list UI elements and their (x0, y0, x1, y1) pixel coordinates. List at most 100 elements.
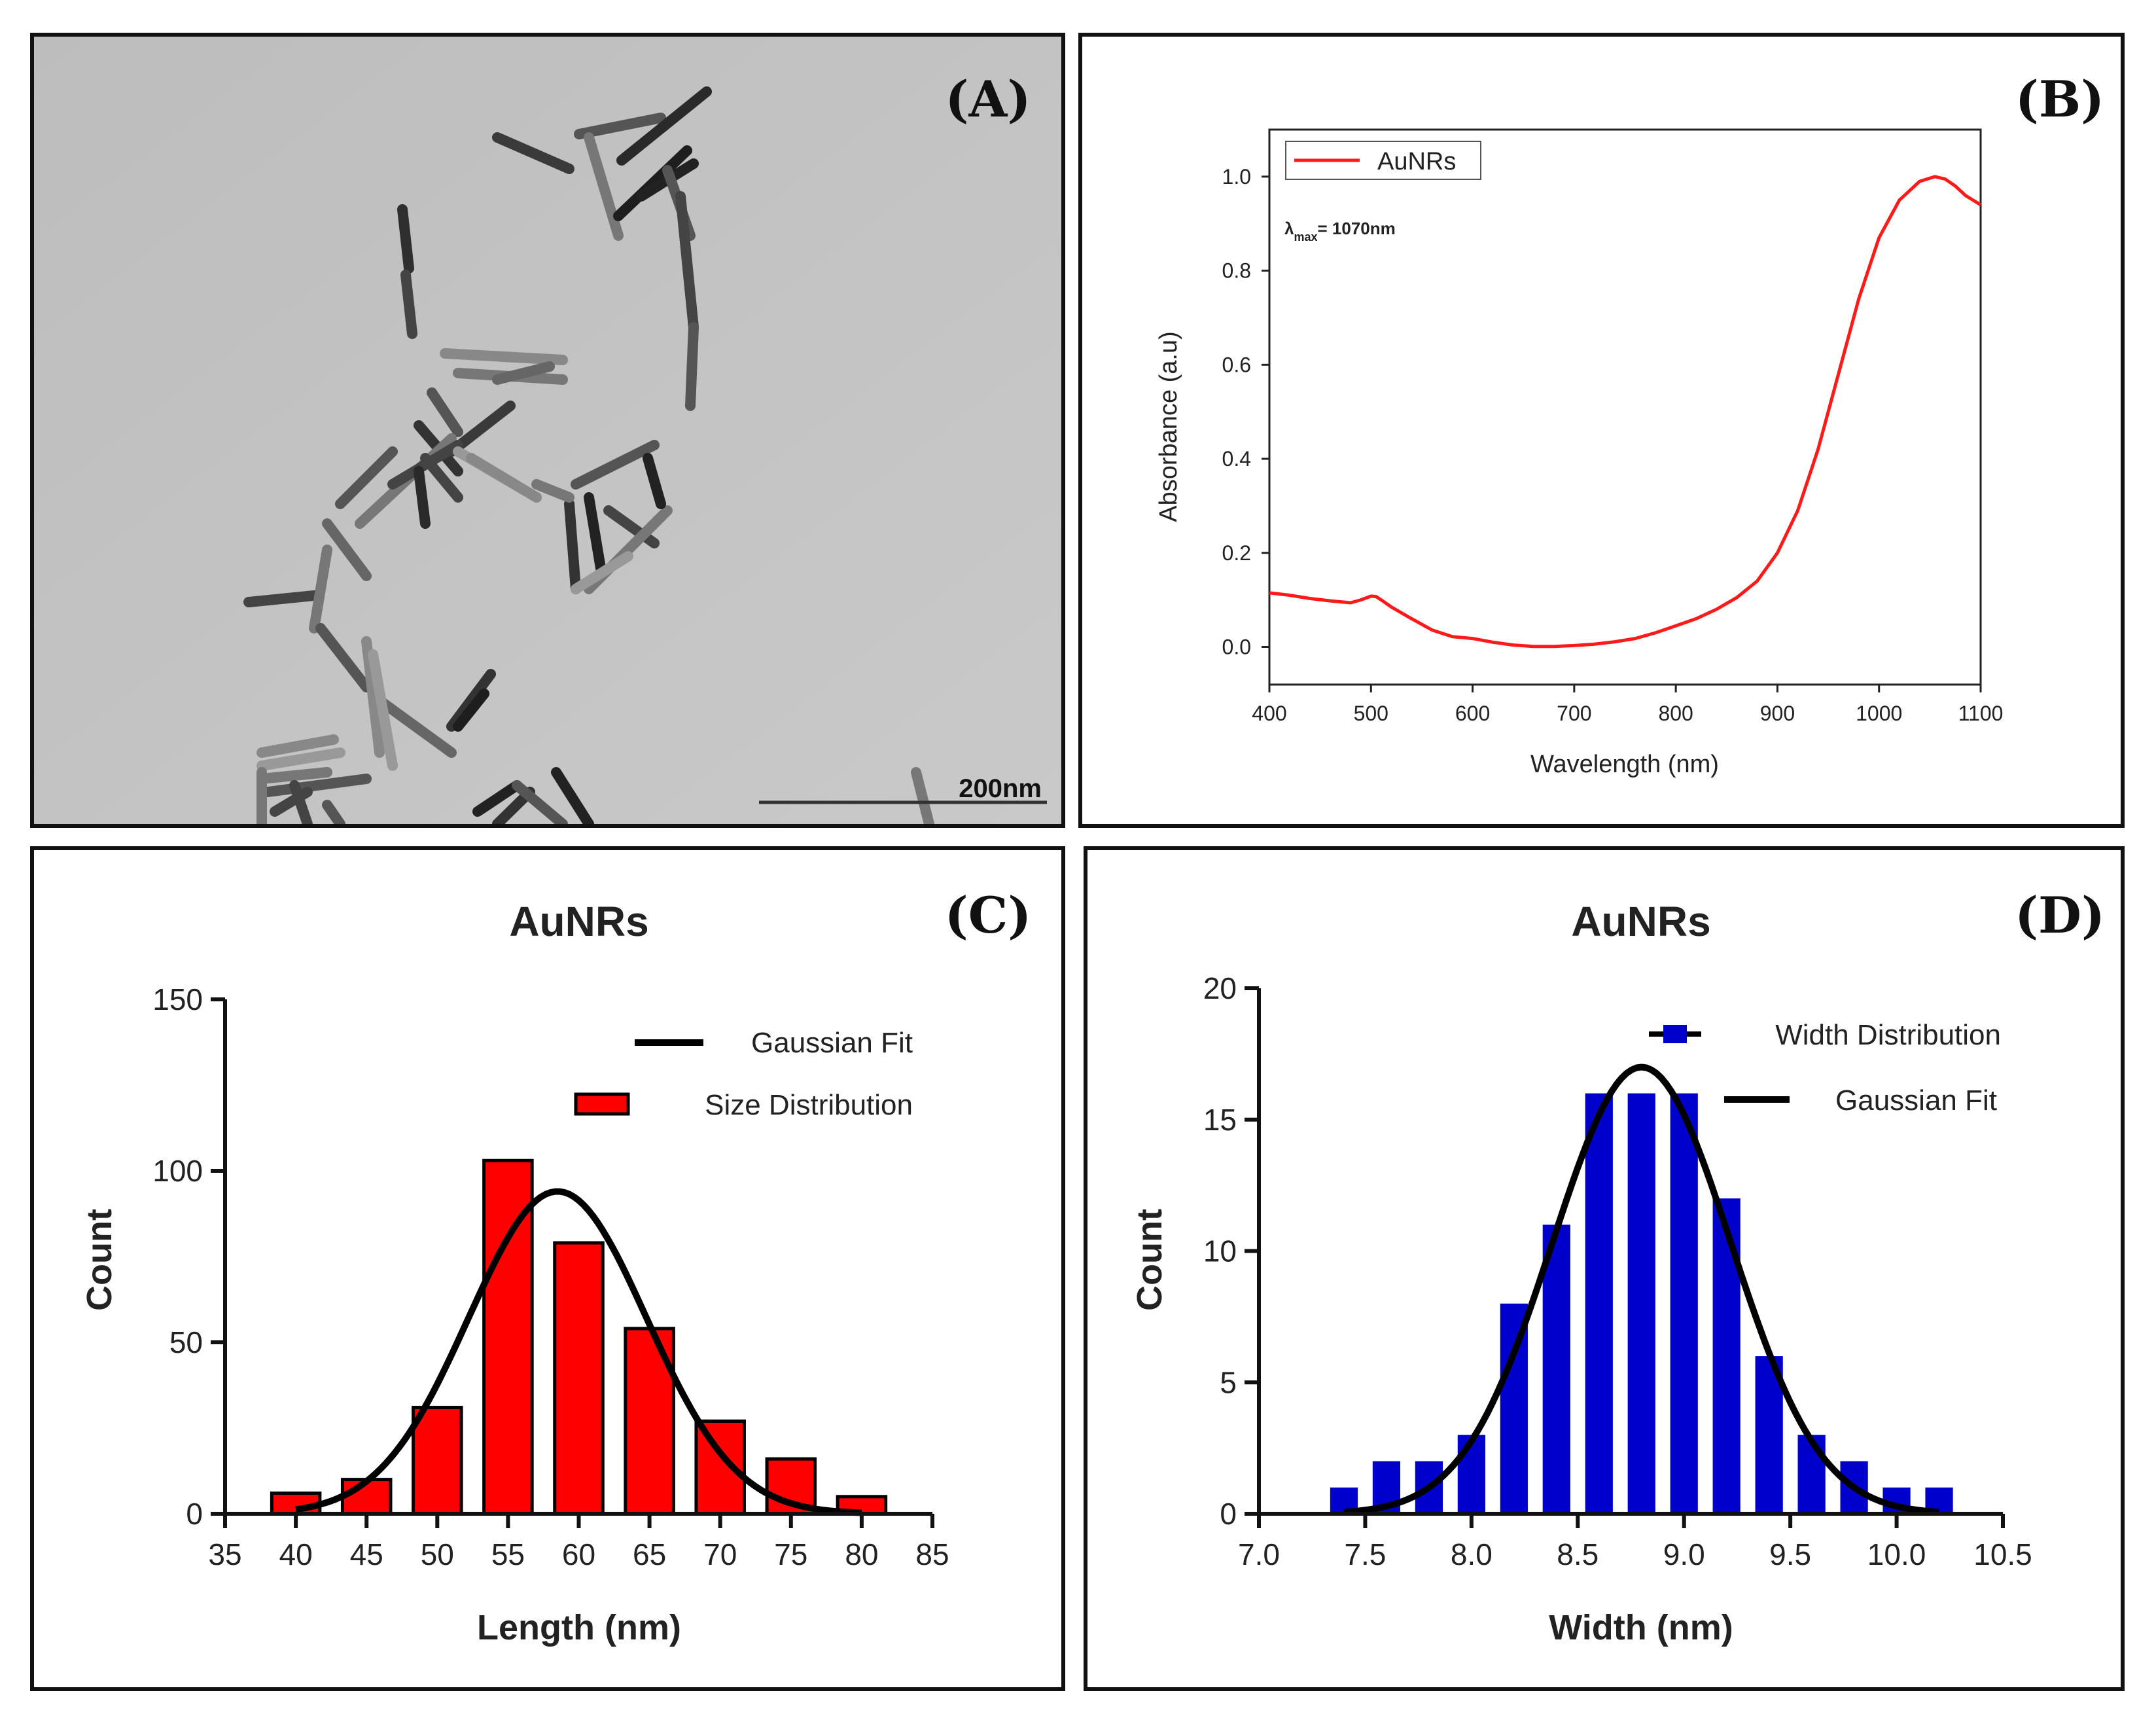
absorbance-curve (1269, 175, 1982, 649)
d-x-tick-label: 7.5 (1344, 1537, 1386, 1571)
c-y-tick-label: 100 (152, 1154, 203, 1188)
nanorod (315, 623, 372, 692)
c-y-axis-label: Count (80, 1209, 119, 1311)
nanorod (256, 747, 345, 771)
d-bar (1670, 1093, 1698, 1514)
b-y-tick-label: 0.8 (1222, 259, 1251, 283)
nanorod (322, 800, 345, 824)
c-legend-bar-label: Size Distribution (705, 1089, 913, 1121)
b-x-tick-label: 900 (1760, 702, 1795, 725)
c-gaussian-fit-curve (295, 1188, 862, 1516)
nanorod (400, 270, 417, 339)
nanorod (472, 780, 522, 817)
d-x-tick-label: 8.5 (1557, 1537, 1599, 1571)
nanorod (643, 453, 666, 509)
d-y-tick-label: 0 (1220, 1497, 1237, 1531)
panel-a-tem-image: 200nm (A) (34, 37, 1061, 824)
c-x-tick-label: 60 (562, 1537, 595, 1571)
nanorod (420, 453, 463, 503)
c-x-tick-label: 35 (208, 1537, 241, 1571)
nanorod (256, 734, 339, 758)
b-x-tick-label: 400 (1252, 702, 1286, 725)
d-y-tick-label: 15 (1203, 1103, 1237, 1137)
d-bar (1500, 1303, 1528, 1514)
nanorod (911, 767, 934, 824)
nanorod (309, 545, 332, 634)
d-legend-bar-swatch (1663, 1025, 1687, 1043)
nanorod (335, 446, 398, 509)
c-bar (482, 1158, 534, 1516)
nanorod (263, 774, 372, 797)
c-x-tick-label: 75 (774, 1537, 807, 1571)
c-x-tick-label: 70 (703, 1537, 737, 1571)
c-y-tick-label: 50 (169, 1325, 203, 1359)
nanorod (427, 387, 463, 437)
b-y-tick-label: 0.6 (1222, 353, 1251, 376)
c-x-tick-label: 85 (915, 1537, 949, 1571)
d-y-tick-label: 10 (1203, 1234, 1237, 1268)
c-x-tick-label: 65 (633, 1537, 666, 1571)
b-y-tick-label: 0.4 (1222, 447, 1251, 471)
c-bar (553, 1241, 605, 1516)
c-x-tick-label: 45 (350, 1537, 383, 1571)
d-gaussian-fit-curve (1343, 1064, 1939, 1516)
panel-letter-c: (C) (945, 886, 1031, 944)
b-x-axis-label: Wavelength (nm) (1530, 751, 1719, 778)
nanorods (243, 86, 934, 824)
nanorod (675, 191, 699, 332)
nanorod (374, 695, 457, 758)
d-y-tick-label: 5 (1220, 1365, 1237, 1399)
d-bar (1457, 1435, 1485, 1514)
b-x-tick-label: 1000 (1856, 702, 1902, 725)
d-bars (1330, 1093, 1953, 1514)
nanorod (571, 440, 660, 490)
c-x-tick-label: 40 (279, 1537, 313, 1571)
c-x-axis-label: Length (nm) (477, 1608, 681, 1647)
d-x-tick-label: 9.5 (1769, 1537, 1811, 1571)
b-y-tick-label: 0.2 (1222, 541, 1251, 565)
nanorod (397, 204, 414, 274)
nanorod (440, 348, 568, 365)
nanorod (564, 499, 581, 594)
d-y-tick-label: 20 (1203, 971, 1237, 1005)
c-y-tick-label: 0 (186, 1497, 203, 1531)
panel-c-length-histogram: AuNRs (C) 0 50 100 150 35 40 45 50 55 60 65 70 75 80 8… (80, 886, 1031, 1647)
nanorod (571, 551, 633, 594)
c-x-tick-label: 55 (491, 1537, 525, 1571)
legend-label-aunrs: AuNRs (1377, 148, 1456, 175)
b-x-tick-label: 700 (1557, 702, 1591, 725)
d-axes: 0 5 10 15 20 7.0 7.5 8.0 8.5 9.0 9.5 10.0 10.5 (1203, 971, 2032, 1571)
nanorod (574, 113, 666, 139)
scale-bar-label: 200nm (959, 774, 1042, 803)
nanorod (368, 649, 398, 771)
panel-letter-b: (B) (2015, 70, 2104, 128)
d-chart-title: AuNRs (1571, 898, 1710, 945)
nanorod (685, 322, 699, 411)
nanorod (243, 590, 319, 607)
plot-area-b (1268, 128, 1982, 686)
d-x-tick-label: 10.5 (1973, 1537, 2032, 1571)
nanorod (256, 767, 332, 784)
panel-d-frame (1084, 846, 2125, 1691)
b-y-tick-label: 0.0 (1222, 635, 1251, 659)
nanorod (584, 492, 607, 581)
d-bar (1797, 1435, 1826, 1514)
c-axes: 0 50 100 150 35 40 45 50 55 60 65 70 75 80 85 (152, 982, 949, 1571)
nanorod (531, 479, 574, 503)
c-y-tick-label: 150 (152, 982, 203, 1016)
nanorod (453, 688, 489, 732)
d-bar (1585, 1093, 1613, 1514)
nanorod (361, 636, 385, 758)
c-x-tick-label: 80 (845, 1537, 878, 1571)
nanorod (414, 466, 431, 529)
nanorod (446, 669, 496, 732)
c-bars (270, 1158, 888, 1516)
d-y-axis-label: Count (1130, 1209, 1169, 1311)
panel-b-frame (1078, 33, 2125, 828)
b-x-tick-label: 500 (1354, 702, 1388, 725)
d-x-axis-label: Width (nm) (1549, 1608, 1733, 1647)
lambda-max-annotation: λmax= 1070nm (1284, 219, 1396, 243)
d-x-tick-label: 10.0 (1867, 1537, 1926, 1571)
b-y-axis-label: Absorbance (a.u) (1155, 331, 1182, 522)
